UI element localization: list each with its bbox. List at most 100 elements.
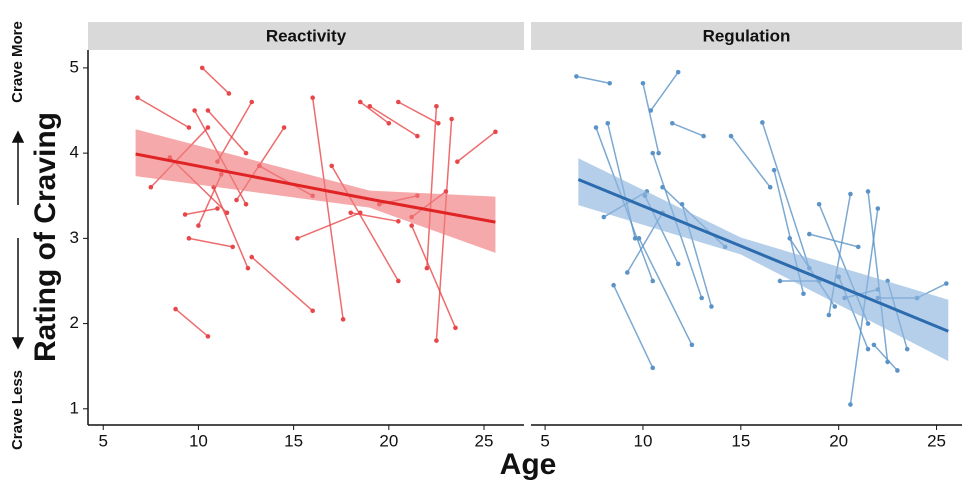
strip-title: Regulation — [703, 26, 791, 45]
subject-point — [230, 244, 235, 250]
subject-line — [809, 233, 859, 248]
subject-line — [730, 135, 771, 188]
subject-line — [672, 122, 704, 137]
x-tick-label: 15 — [284, 431, 303, 450]
y-axis-title: Rating of Craving — [29, 112, 62, 362]
subject-point — [205, 125, 211, 130]
subject-line — [175, 308, 209, 337]
subject-point — [329, 163, 335, 169]
subject-point — [574, 74, 579, 79]
subject-point — [436, 120, 441, 126]
subject-point — [295, 236, 300, 241]
subject-point — [944, 281, 949, 286]
subject-point — [434, 338, 439, 343]
subject-point — [226, 91, 232, 96]
subject-line — [397, 101, 439, 124]
subject-point — [656, 150, 661, 156]
subject-point — [865, 321, 871, 326]
subject-point — [173, 306, 178, 312]
subject-point — [340, 317, 346, 322]
subject-point — [593, 125, 599, 130]
arrows — [11, 130, 25, 350]
subject-line — [350, 212, 399, 223]
subject-line — [369, 105, 418, 137]
subject-point — [777, 278, 783, 284]
subject-line — [297, 212, 361, 240]
subject-point — [415, 133, 420, 139]
subject-point — [624, 270, 630, 275]
subject-point — [243, 201, 249, 207]
subject-line — [761, 122, 811, 269]
subject-point — [826, 312, 832, 318]
subject-point — [234, 197, 239, 203]
subject-point — [728, 133, 734, 139]
subject-line — [188, 237, 233, 248]
x-tick-label: 25 — [927, 431, 946, 450]
subject-point — [396, 99, 401, 105]
subject-point — [367, 103, 373, 109]
subject-point — [357, 99, 363, 105]
subject-line — [650, 71, 679, 111]
subject-point — [904, 346, 910, 352]
subject-line — [331, 165, 399, 282]
subject-line — [867, 191, 889, 363]
subject-point — [650, 150, 656, 156]
subject-line — [576, 75, 610, 84]
subject-point — [760, 120, 765, 125]
subject-point — [396, 219, 401, 224]
subject-point — [865, 189, 871, 194]
x-tick-label: 20 — [379, 431, 398, 450]
subject-line — [638, 238, 693, 346]
subject-point — [224, 210, 230, 216]
subject-point — [640, 80, 646, 86]
subject-point — [449, 116, 454, 122]
subject-line — [612, 284, 654, 369]
subject-point — [249, 99, 255, 105]
subject-point — [895, 368, 900, 373]
subject-point — [192, 108, 197, 113]
subject-line — [873, 344, 898, 371]
x-tick-label: 20 — [829, 431, 848, 450]
y-tick-label: 3 — [70, 228, 79, 247]
subject-point — [453, 325, 458, 331]
subject-point — [832, 304, 838, 309]
annotation: Crave Less — [9, 370, 26, 450]
subject-point — [660, 184, 665, 190]
subject-point — [807, 231, 812, 237]
subject-point — [455, 159, 460, 164]
y-tick-label: 2 — [70, 313, 79, 332]
subject-point — [249, 254, 255, 260]
subject-point — [434, 103, 439, 109]
confidence-band — [135, 129, 496, 253]
subject-point — [650, 365, 656, 371]
subject-point — [848, 402, 853, 407]
subject-point — [348, 210, 354, 216]
subject-point — [199, 65, 205, 71]
subject-line — [251, 256, 314, 312]
subject-point — [771, 167, 777, 173]
subject-line — [426, 106, 438, 269]
subject-point — [182, 212, 188, 217]
strip — [531, 22, 962, 50]
fit-line — [135, 152, 496, 224]
subject-point — [205, 334, 211, 339]
subject-line — [642, 83, 660, 154]
fit-line — [577, 178, 949, 333]
strip-title: Reactivity — [266, 26, 347, 45]
subject-point — [848, 191, 853, 197]
subject-point — [607, 80, 612, 86]
subject-point — [875, 206, 881, 211]
subject-point — [699, 295, 704, 301]
subject-point — [245, 265, 251, 271]
y-tick-label: 1 — [70, 398, 79, 417]
subject-point — [855, 244, 861, 250]
y-tick-label: 5 — [70, 57, 79, 76]
subject-line — [311, 97, 344, 320]
subject-point — [310, 95, 315, 101]
x-tick-label: 25 — [475, 431, 494, 450]
subject-point — [205, 108, 211, 113]
subject-point — [801, 291, 806, 297]
subject-point — [493, 129, 498, 135]
subject-point — [650, 278, 656, 284]
subject-point — [787, 236, 793, 241]
